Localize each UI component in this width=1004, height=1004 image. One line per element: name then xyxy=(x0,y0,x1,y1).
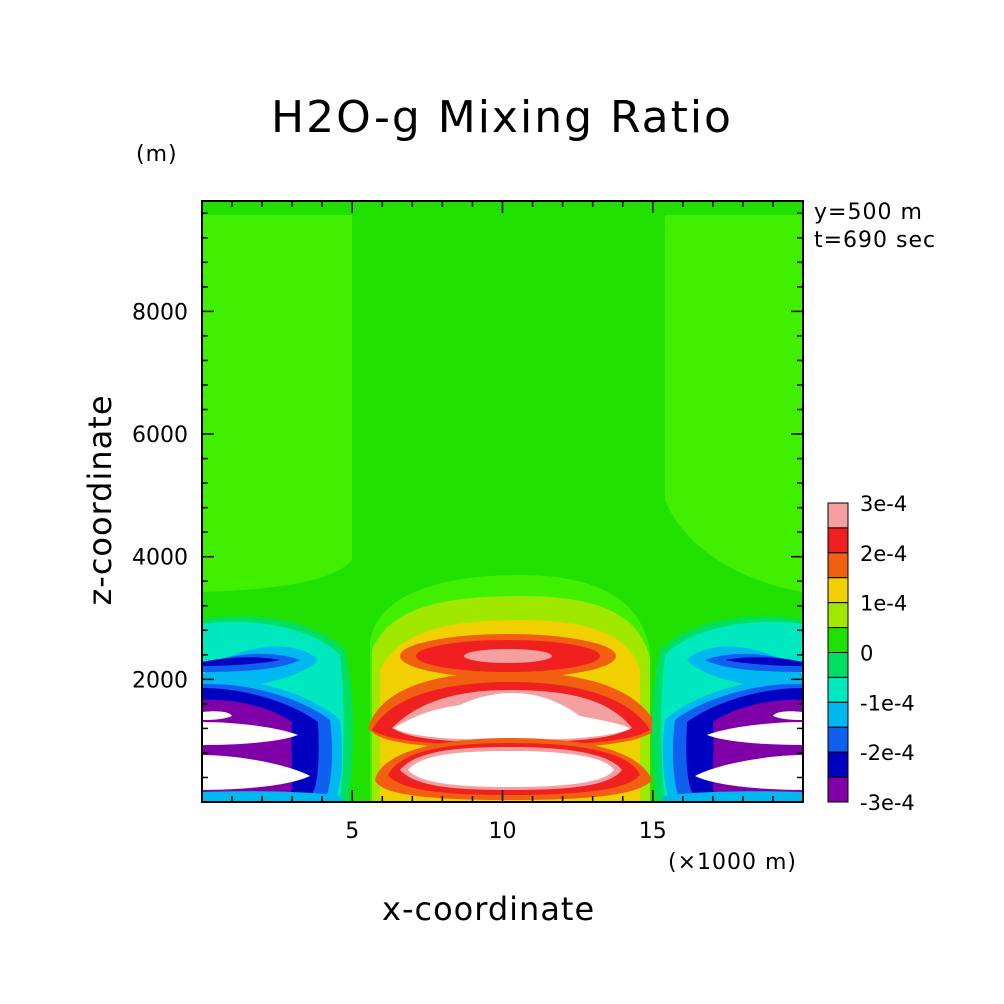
x-axis-ticks: 5 10 15 xyxy=(231,201,774,844)
field-left-max-2 xyxy=(202,722,298,745)
y-tick-label: 2000 xyxy=(132,668,188,693)
y-tick-label: 6000 xyxy=(132,423,188,448)
colorbar-label: 0 xyxy=(860,642,873,666)
z-unit-label: (m) xyxy=(136,142,178,167)
field-left-column xyxy=(202,215,352,592)
x-axis-label: x-coordinate xyxy=(382,890,596,928)
field-right-column xyxy=(665,215,803,592)
field-left-neg-4a xyxy=(202,657,280,666)
x-tick-label: 10 xyxy=(489,819,517,844)
field-right-neg-4a xyxy=(725,657,803,666)
contour-field xyxy=(202,201,803,802)
colorbar: 3e-4 2e-4 1e-4 0 -1e-4 -2e-4 -3e-4 xyxy=(827,492,915,815)
field-right-max-1 xyxy=(773,711,803,720)
field-upper-lobe-3 xyxy=(464,649,552,663)
colorbar-label: -1e-4 xyxy=(860,691,915,715)
colorbar-label: -3e-4 xyxy=(860,791,915,815)
field-left-bottom xyxy=(202,791,345,802)
colorbar-swatch xyxy=(827,502,849,529)
field-right-max-3 xyxy=(695,755,803,790)
colorbar-swatch xyxy=(827,552,849,579)
colorbar-swatch xyxy=(827,726,849,753)
y-tick-label: 8000 xyxy=(132,300,188,325)
chart-title: H2O-g Mixing Ratio xyxy=(271,92,733,143)
colorbar-swatch xyxy=(827,527,849,554)
colorbar-swatch xyxy=(827,701,849,728)
y-tick-label: 4000 xyxy=(132,546,188,571)
colorbar-label: -2e-4 xyxy=(860,741,915,765)
colorbar-label: 2e-4 xyxy=(860,542,907,566)
colorbar-swatch xyxy=(827,602,849,629)
colorbar-swatch xyxy=(827,751,849,778)
field-left-max-1 xyxy=(202,711,232,720)
colorbar-swatch xyxy=(827,627,849,653)
field-right-max-2 xyxy=(707,722,803,745)
annotation-y: y=500 m xyxy=(814,200,923,225)
x-tick-label: 15 xyxy=(639,819,667,844)
y-axis-ticks: 2000 4000 6000 8000 xyxy=(132,212,803,779)
annotation-t: t=690 sec xyxy=(814,228,937,253)
x-tick-label: 5 xyxy=(345,819,359,844)
field-left-max-3 xyxy=(202,755,310,790)
colorbar-label: 3e-4 xyxy=(860,492,907,516)
field-right-bottom xyxy=(660,791,803,802)
field-mid-lobe-max xyxy=(394,693,630,740)
colorbar-swatch xyxy=(827,652,849,678)
colorbar-swatch xyxy=(827,676,849,703)
colorbar-swatch xyxy=(827,776,849,803)
x-unit-label: (×1000 m) xyxy=(668,850,798,875)
colorbar-swatch xyxy=(827,577,849,604)
field-low-lobe-max xyxy=(408,751,614,787)
colorbar-label: 1e-4 xyxy=(860,592,907,616)
